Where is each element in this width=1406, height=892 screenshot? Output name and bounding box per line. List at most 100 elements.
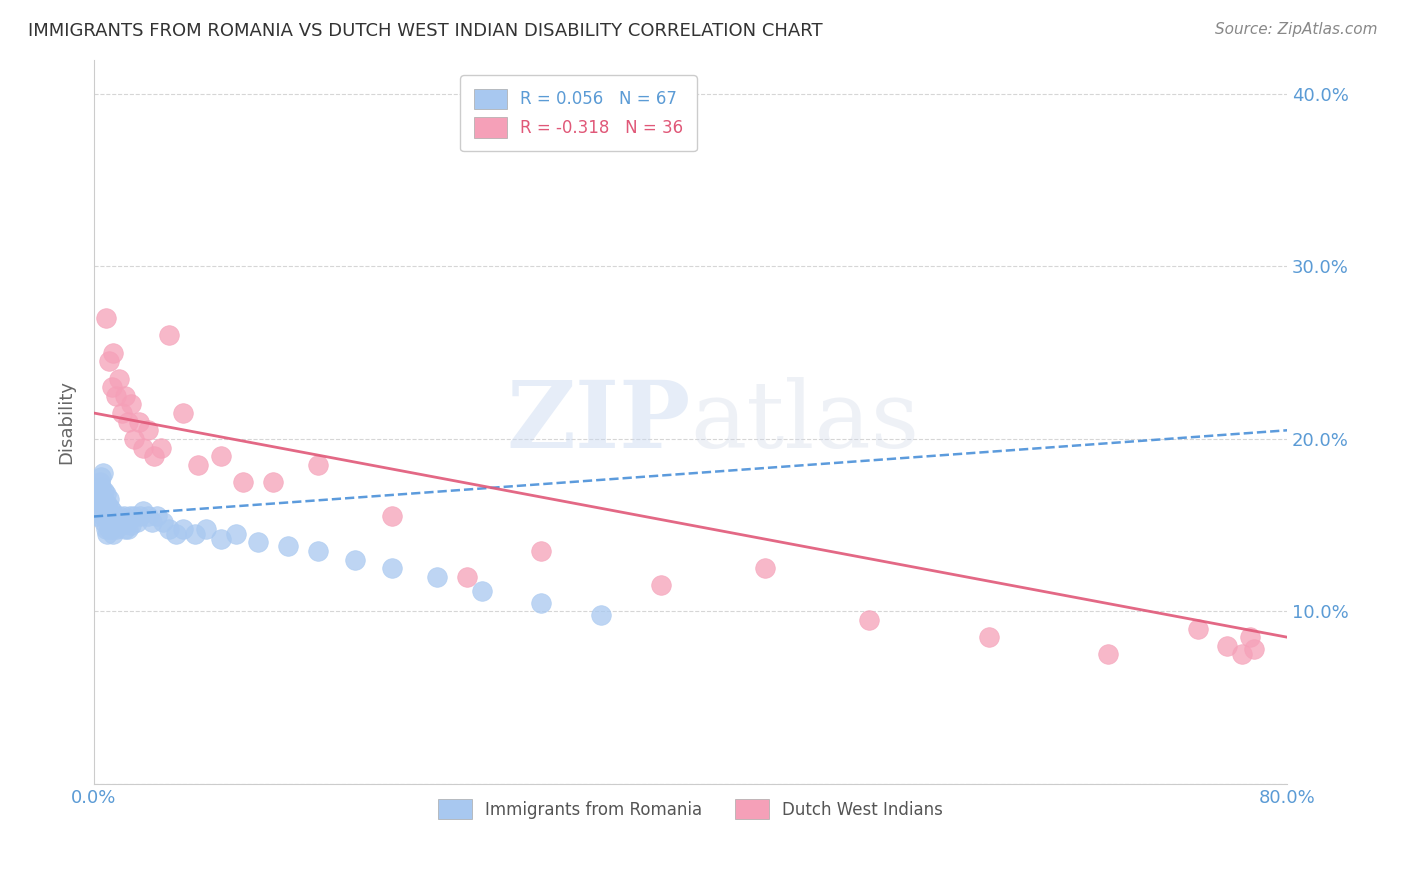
Point <box>142 449 165 463</box>
Y-axis label: Disability: Disability <box>58 380 75 464</box>
Point <box>194 522 217 536</box>
Point <box>145 509 167 524</box>
Point <box>103 526 125 541</box>
Point <box>97 492 120 507</box>
Point <box>122 509 145 524</box>
Point <box>86 509 108 524</box>
Point <box>530 544 553 558</box>
Point <box>91 509 114 524</box>
Point <box>1216 639 1239 653</box>
Point <box>381 561 404 575</box>
Point <box>105 389 128 403</box>
Point <box>89 487 111 501</box>
Point <box>127 515 149 529</box>
Point <box>87 483 110 498</box>
Point <box>132 441 155 455</box>
Point <box>117 415 139 429</box>
Point <box>136 509 159 524</box>
Point <box>157 522 180 536</box>
Point <box>91 467 114 481</box>
Point <box>101 504 124 518</box>
Point <box>108 371 131 385</box>
Point <box>977 630 1000 644</box>
Legend: Immigrants from Romania, Dutch West Indians: Immigrants from Romania, Dutch West Indi… <box>432 792 949 826</box>
Point <box>165 526 187 541</box>
Point <box>118 509 141 524</box>
Point <box>120 518 142 533</box>
Point <box>90 492 112 507</box>
Point <box>96 526 118 541</box>
Point <box>107 515 129 529</box>
Point <box>1187 622 1209 636</box>
Point <box>103 345 125 359</box>
Point <box>97 354 120 368</box>
Point <box>90 470 112 484</box>
Point <box>225 526 247 541</box>
Point <box>104 518 127 533</box>
Point <box>105 522 128 536</box>
Text: atlas: atlas <box>690 376 920 467</box>
Point <box>1097 648 1119 662</box>
Point <box>96 509 118 524</box>
Point <box>589 607 612 622</box>
Point <box>262 475 284 489</box>
Point <box>93 500 115 515</box>
Point <box>307 544 329 558</box>
Point <box>97 509 120 524</box>
Point <box>117 522 139 536</box>
Point <box>114 389 136 403</box>
Point <box>110 518 132 533</box>
Point <box>115 515 138 529</box>
Point <box>89 500 111 515</box>
Point <box>91 492 114 507</box>
Point <box>277 539 299 553</box>
Point <box>93 483 115 498</box>
Point <box>456 570 478 584</box>
Point <box>209 449 232 463</box>
Point <box>101 380 124 394</box>
Point <box>89 475 111 489</box>
Point <box>184 526 207 541</box>
Point <box>90 480 112 494</box>
Point <box>98 500 121 515</box>
Point <box>1232 648 1254 662</box>
Point <box>94 487 117 501</box>
Point <box>98 518 121 533</box>
Point <box>101 522 124 536</box>
Point <box>97 522 120 536</box>
Text: IMMIGRANTS FROM ROMANIA VS DUTCH WEST INDIAN DISABILITY CORRELATION CHART: IMMIGRANTS FROM ROMANIA VS DUTCH WEST IN… <box>28 22 823 40</box>
Point <box>307 458 329 472</box>
Point <box>136 423 159 437</box>
Point <box>754 561 776 575</box>
Point <box>120 397 142 411</box>
Point <box>122 432 145 446</box>
Point <box>96 497 118 511</box>
Point <box>103 509 125 524</box>
Point <box>426 570 449 584</box>
Point <box>209 532 232 546</box>
Point <box>90 504 112 518</box>
Point <box>128 415 150 429</box>
Point <box>1239 630 1261 644</box>
Point <box>150 441 173 455</box>
Point <box>111 406 134 420</box>
Point <box>187 458 209 472</box>
Point <box>94 522 117 536</box>
Point <box>246 535 269 549</box>
Point <box>343 552 366 566</box>
Text: ZIP: ZIP <box>506 376 690 467</box>
Point <box>114 522 136 536</box>
Point <box>530 596 553 610</box>
Point <box>94 504 117 518</box>
Point <box>172 406 194 420</box>
Point <box>111 515 134 529</box>
Point <box>232 475 254 489</box>
Point <box>93 515 115 529</box>
Point <box>152 515 174 529</box>
Point <box>858 613 880 627</box>
Text: Source: ZipAtlas.com: Source: ZipAtlas.com <box>1215 22 1378 37</box>
Point <box>112 509 135 524</box>
Point <box>129 509 152 524</box>
Point <box>172 522 194 536</box>
Point <box>471 583 494 598</box>
